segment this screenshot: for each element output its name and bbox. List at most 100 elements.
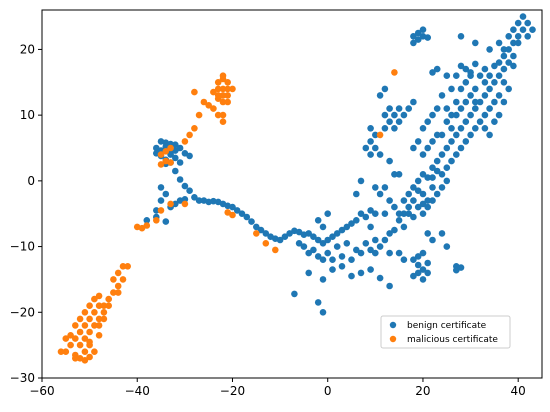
data-point [72, 322, 79, 329]
data-point [472, 125, 479, 132]
data-point [219, 85, 227, 93]
data-point [314, 217, 322, 224]
data-point [462, 98, 470, 106]
data-point [438, 184, 446, 191]
data-point [81, 348, 89, 356]
data-point [172, 200, 179, 208]
data-point [243, 213, 251, 221]
data-point [257, 226, 265, 234]
data-point [353, 246, 360, 254]
data-point [376, 92, 384, 99]
data-point [400, 256, 408, 264]
data-point [429, 164, 436, 171]
data-point [81, 322, 89, 329]
data-point [114, 289, 122, 296]
data-point [372, 131, 379, 139]
data-point [410, 256, 417, 264]
data-point [424, 144, 432, 152]
data-point [124, 263, 131, 270]
data-point [433, 157, 441, 165]
y-tick-label: −20 [10, 305, 35, 319]
data-point [453, 72, 460, 79]
data-point [376, 274, 384, 282]
data-point [343, 223, 351, 231]
data-point [181, 138, 189, 145]
data-point [457, 33, 465, 40]
data-point [319, 240, 327, 247]
data-point [81, 309, 89, 316]
data-point [157, 207, 165, 214]
data-point [453, 131, 460, 139]
data-point [338, 226, 346, 234]
data-point [495, 92, 503, 99]
data-point [181, 196, 189, 203]
data-point [419, 190, 427, 198]
data-point [453, 111, 460, 119]
data-point [333, 230, 341, 237]
data-point [305, 249, 313, 257]
data-point [367, 138, 374, 145]
data-point [419, 266, 427, 273]
data-point [357, 210, 365, 217]
data-point [433, 190, 441, 198]
data-point [491, 98, 498, 106]
data-point [438, 131, 446, 139]
data-point [214, 85, 222, 93]
data-point [453, 98, 460, 106]
data-point [414, 36, 422, 43]
legend: benign certificate malicious certificate [380, 315, 511, 349]
data-point [76, 315, 84, 323]
data-point [372, 236, 379, 244]
data-point [419, 276, 427, 283]
data-point [110, 289, 117, 296]
data-point [276, 236, 284, 244]
data-point [457, 105, 465, 112]
data-point [476, 98, 484, 106]
legend-label-benign: benign certificate [407, 321, 487, 331]
data-point [457, 125, 465, 132]
data-point [505, 33, 512, 40]
data-point [467, 131, 474, 139]
data-point [443, 164, 451, 171]
data-point [424, 230, 432, 237]
data-point [186, 131, 193, 139]
data-point [448, 111, 455, 119]
x-tick-label: −40 [125, 384, 150, 398]
data-point [414, 177, 422, 185]
data-point [476, 118, 484, 125]
data-point [386, 157, 393, 165]
data-point [395, 217, 403, 224]
data-point [91, 322, 98, 329]
data-point [467, 111, 474, 119]
data-point [229, 203, 236, 211]
data-point [433, 65, 441, 73]
data-point [376, 131, 384, 139]
data-point [519, 26, 527, 33]
data-point [200, 98, 208, 106]
data-point [376, 151, 384, 158]
data-point [305, 230, 313, 237]
plot-area [57, 13, 536, 364]
data-point [510, 39, 517, 47]
data-point [486, 72, 493, 79]
data-point [495, 59, 503, 66]
data-point [381, 184, 389, 191]
data-point [214, 95, 222, 102]
data-point [429, 174, 436, 181]
data-point [357, 177, 365, 185]
data-point [172, 154, 179, 162]
data-point [295, 240, 303, 247]
data-point [195, 197, 203, 204]
data-point [433, 131, 441, 139]
legend-label-malicious: malicious certificate [407, 335, 498, 345]
data-point [386, 282, 393, 290]
data-point [367, 246, 374, 254]
data-point [410, 33, 417, 40]
data-point [405, 105, 413, 112]
data-point [229, 211, 236, 219]
data-point [305, 269, 313, 277]
data-point [414, 203, 422, 211]
data-point [414, 29, 422, 37]
data-point [262, 240, 270, 247]
